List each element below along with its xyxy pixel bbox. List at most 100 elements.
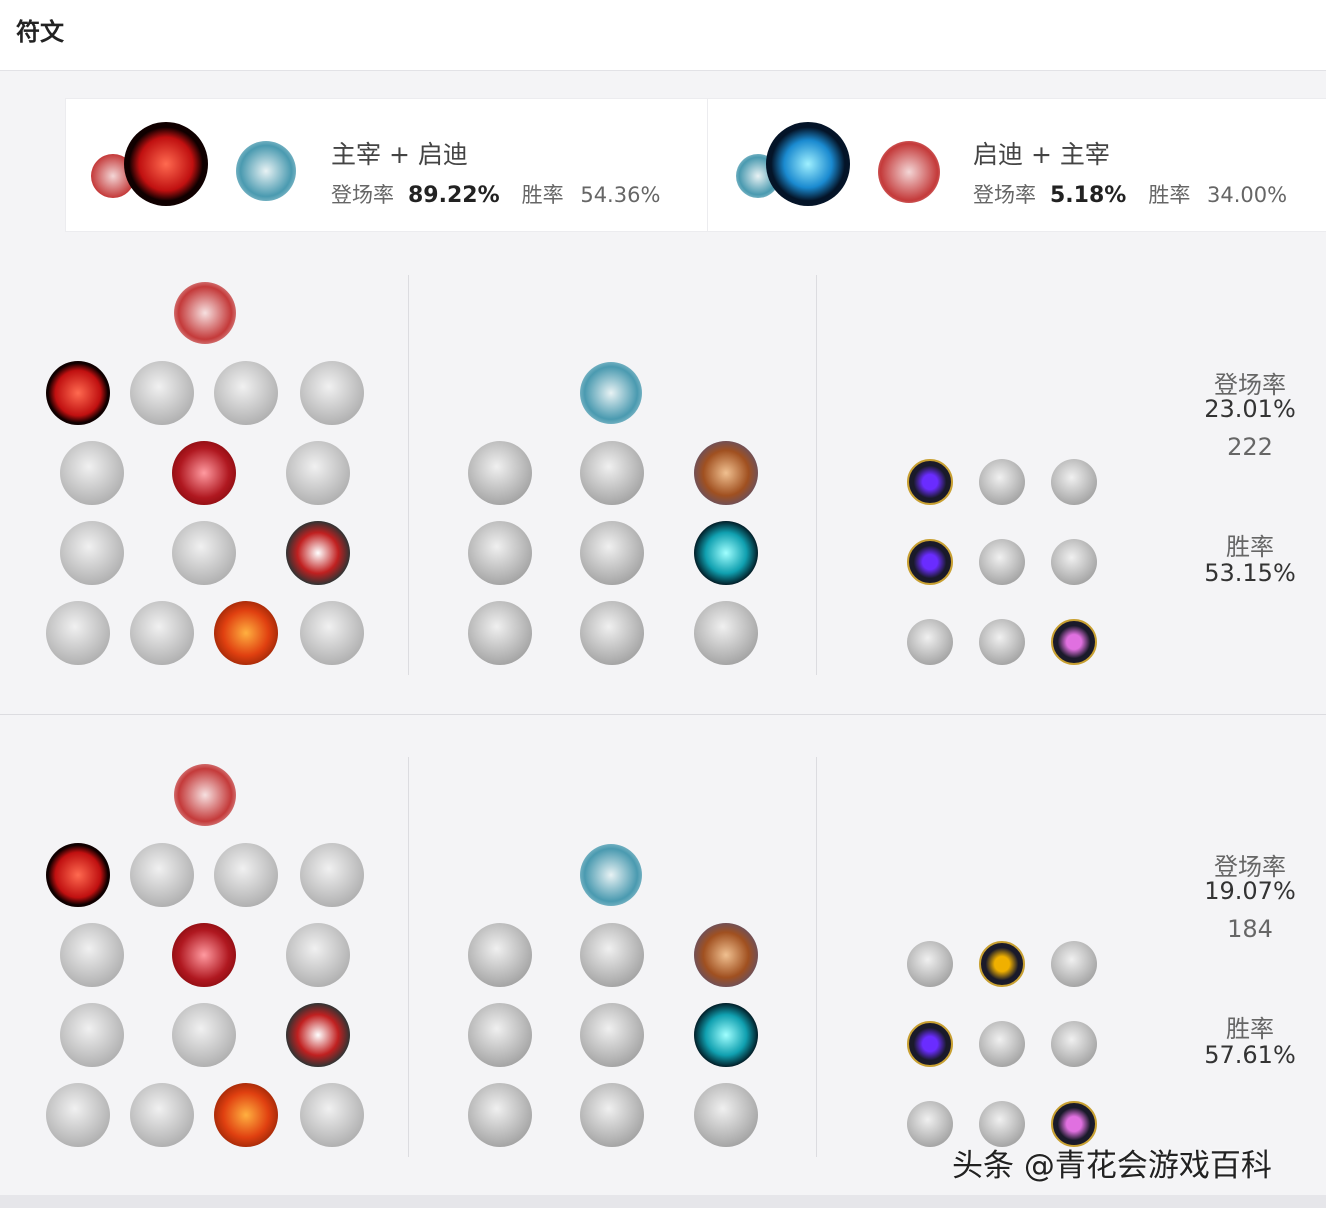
shard-armor-icon[interactable]: [979, 1101, 1025, 1147]
primary-rune-icon[interactable]: [130, 601, 194, 665]
win-rate: 57.61%: [1204, 1041, 1296, 1069]
win-rate: 54.36%: [580, 183, 661, 207]
secondary-rune-icon[interactable]: [468, 1083, 532, 1147]
inspiration-tree-icon: [580, 844, 642, 906]
games-count: 222: [1227, 433, 1273, 461]
primary-rune-icon[interactable]: [286, 923, 350, 987]
secondary-rune-icon[interactable]: [580, 601, 644, 665]
secondary-rune-icon[interactable]: [580, 1003, 644, 1067]
rune-path-summary: 主宰 + 启迪 登场率 89.22% 胜率 54.36% 启迪 + 主宰 登场率 5.…: [65, 98, 1326, 232]
primary-rune-icon[interactable]: [46, 1083, 110, 1147]
primary-rune-selected-icon[interactable]: [214, 1083, 278, 1147]
shard-magic-resist-icon[interactable]: [1051, 539, 1097, 585]
shard-magic-resist-icon[interactable]: [1051, 619, 1097, 665]
footer-bar: [0, 1195, 1326, 1208]
primary-rune-icon[interactable]: [130, 1083, 194, 1147]
shard-health-icon[interactable]: [907, 619, 953, 665]
primary-rune-icon[interactable]: [300, 361, 364, 425]
win-rate: 34.00%: [1207, 183, 1288, 207]
win-label: 胜率: [521, 183, 564, 207]
domination-tree-icon: [878, 141, 940, 203]
pick-rate: 23.01%: [1204, 395, 1296, 423]
primary-rune-icon[interactable]: [60, 1003, 124, 1067]
inspiration-tree-icon: [236, 141, 296, 201]
secondary-rune-icon[interactable]: [468, 521, 532, 585]
summary-card-inspiration-domination[interactable]: 启迪 + 主宰 登场率 5.18% 胜率 34.00%: [707, 99, 1326, 231]
shard-armor-icon[interactable]: [979, 539, 1025, 585]
summary-card-domination-inspiration[interactable]: 主宰 + 启迪 登场率 89.22% 胜率 54.36%: [66, 99, 706, 231]
win-label: 胜率: [1148, 183, 1191, 207]
primary-rune-selected-icon[interactable]: [172, 441, 236, 505]
pick-rate: 19.07%: [1204, 877, 1296, 905]
secondary-rune-icon[interactable]: [580, 441, 644, 505]
combo-name: 启迪 + 主宰: [973, 140, 1110, 169]
primary-rune-selected-icon[interactable]: [172, 923, 236, 987]
rune-build-1: 登场率 23.01% 222 胜率 53.15%: [0, 275, 1326, 675]
secondary-rune-icon[interactable]: [694, 1083, 758, 1147]
primary-rune-icon[interactable]: [214, 361, 278, 425]
primary-rune-selected-icon[interactable]: [286, 1003, 350, 1067]
primary-rune-selected-icon[interactable]: [214, 601, 278, 665]
primary-rune-icon[interactable]: [60, 441, 124, 505]
shard-adaptive-icon[interactable]: [907, 539, 953, 585]
primary-rune-icon[interactable]: [300, 601, 364, 665]
rune-build-2: 登场率 19.07% 184 胜率 57.61%: [0, 757, 1326, 1157]
shard-adaptive-icon[interactable]: [907, 1021, 953, 1067]
win-label: 胜率: [1226, 1015, 1274, 1043]
shard-attack-speed-icon[interactable]: [979, 459, 1025, 505]
secondary-rune-icon[interactable]: [468, 441, 532, 505]
primary-rune-icon[interactable]: [130, 843, 194, 907]
domination-tree-icon: [174, 282, 236, 344]
win-label: 胜率: [1226, 533, 1274, 561]
primary-rune-selected-icon[interactable]: [46, 843, 110, 907]
divider: [408, 757, 409, 1157]
divider: [816, 275, 817, 675]
primary-rune-icon[interactable]: [46, 601, 110, 665]
primary-rune-icon[interactable]: [300, 1083, 364, 1147]
secondary-rune-icon[interactable]: [580, 923, 644, 987]
primary-rune-icon[interactable]: [300, 843, 364, 907]
pick-rate: 5.18%: [1050, 183, 1127, 208]
electrocute-keystone-icon: [124, 122, 208, 206]
divider: [816, 757, 817, 1157]
secondary-rune-icon[interactable]: [468, 601, 532, 665]
top-bar: 符文: [0, 0, 1326, 71]
shard-magic-resist-icon[interactable]: [1051, 1021, 1097, 1067]
shard-health-icon[interactable]: [907, 1101, 953, 1147]
pick-label: 登场率: [1214, 371, 1286, 399]
shard-adaptive-icon[interactable]: [907, 459, 953, 505]
combo-name: 主宰 + 启迪: [331, 140, 468, 169]
secondary-rune-selected-icon[interactable]: [694, 441, 758, 505]
shard-ability-haste-icon[interactable]: [1051, 941, 1097, 987]
secondary-rune-icon[interactable]: [580, 521, 644, 585]
secondary-rune-icon[interactable]: [468, 1003, 532, 1067]
primary-rune-icon[interactable]: [60, 923, 124, 987]
domination-tree-icon: [174, 764, 236, 826]
pick-label: 登场率: [973, 183, 1036, 207]
primary-rune-selected-icon[interactable]: [286, 521, 350, 585]
shard-ability-haste-icon[interactable]: [1051, 459, 1097, 505]
primary-rune-icon[interactable]: [130, 361, 194, 425]
secondary-rune-icon[interactable]: [580, 1083, 644, 1147]
pick-rate: 89.22%: [408, 183, 500, 208]
secondary-rune-selected-icon[interactable]: [694, 1003, 758, 1067]
primary-rune-icon[interactable]: [172, 1003, 236, 1067]
shard-armor-icon[interactable]: [979, 1021, 1025, 1067]
primary-rune-selected-icon[interactable]: [46, 361, 110, 425]
shard-adaptive-icon[interactable]: [907, 941, 953, 987]
pick-label: 登场率: [331, 183, 394, 207]
shard-magic-resist-icon[interactable]: [1051, 1101, 1097, 1147]
secondary-rune-selected-icon[interactable]: [694, 521, 758, 585]
secondary-rune-icon[interactable]: [694, 601, 758, 665]
primary-rune-icon[interactable]: [214, 843, 278, 907]
pick-label: 登场率: [1214, 853, 1286, 881]
primary-rune-icon[interactable]: [286, 441, 350, 505]
secondary-rune-icon[interactable]: [468, 923, 532, 987]
primary-rune-icon[interactable]: [60, 521, 124, 585]
divider: [408, 275, 409, 675]
secondary-rune-selected-icon[interactable]: [694, 923, 758, 987]
primary-rune-icon[interactable]: [172, 521, 236, 585]
win-rate: 53.15%: [1204, 559, 1296, 587]
shard-attack-speed-icon[interactable]: [979, 941, 1025, 987]
shard-armor-icon[interactable]: [979, 619, 1025, 665]
